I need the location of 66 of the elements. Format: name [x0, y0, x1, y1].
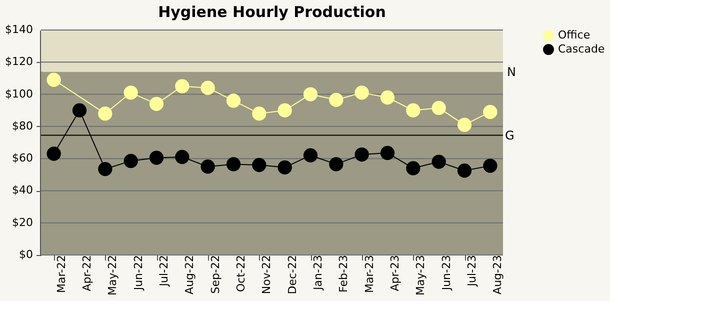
point: [149, 150, 164, 165]
x-tick-label: Jul-23: [466, 255, 478, 288]
point: [72, 103, 87, 118]
point: [252, 158, 266, 172]
x-tick-label: Mar-22: [54, 255, 68, 294]
point: [124, 86, 138, 100]
x-tick-label: Sep-22: [208, 255, 222, 294]
x-tick-label: Jan-23: [312, 255, 324, 291]
y-tick-label: $120: [5, 55, 33, 68]
x-tick-label: May-23: [414, 255, 428, 296]
point: [483, 158, 498, 173]
band-label: N: [507, 64, 516, 79]
point: [200, 80, 215, 95]
y-tick-label: $60: [12, 152, 33, 165]
point: [226, 94, 241, 108]
point: [380, 90, 395, 105]
point: [483, 104, 498, 120]
point: [98, 162, 112, 176]
x-tick-label: May-22: [106, 255, 120, 296]
point: [278, 160, 292, 174]
point: [354, 86, 369, 100]
point: [457, 164, 472, 178]
chart-title: Hygiene Hourly Production: [158, 3, 386, 21]
legend-label: Cascade: [558, 42, 605, 56]
x-tick-label: Jun-23: [440, 255, 453, 292]
point: [432, 100, 446, 116]
point: [406, 161, 420, 176]
point: [329, 92, 344, 107]
ref-line-label: G: [505, 128, 514, 142]
point: [200, 160, 215, 174]
point: [98, 106, 112, 121]
x-tick-label: Aug-23: [491, 255, 504, 294]
x-tick-label: Jun-22: [132, 255, 145, 292]
x-tick-label: Apr-23: [388, 255, 402, 292]
point: [457, 118, 472, 132]
x-tick-label: Dec-22: [286, 255, 299, 294]
y-tick-label: $0: [19, 248, 33, 261]
y-tick-label: $80: [12, 119, 33, 132]
point: [432, 154, 446, 169]
point: [149, 96, 164, 111]
point: [226, 157, 241, 172]
x-tick-label: Nov-22: [260, 255, 274, 294]
point: [303, 87, 318, 102]
point: [278, 103, 292, 118]
point: [175, 150, 190, 164]
point: [175, 79, 190, 94]
point: [124, 154, 138, 168]
point: [354, 147, 369, 162]
y-tick-label: $40: [12, 184, 33, 197]
x-tick-label: Feb-23: [337, 255, 350, 292]
y-tick-label: $100: [5, 87, 33, 100]
point: [303, 148, 318, 162]
x-tick-label: Mar-23: [362, 255, 376, 294]
point: [329, 157, 344, 172]
x-tick-label: Jul-22: [158, 255, 170, 288]
point: [46, 72, 61, 87]
x-tick-label: Aug-22: [183, 255, 196, 294]
y-tick-label: $140: [5, 23, 33, 36]
point: [252, 106, 266, 121]
point: [380, 146, 395, 160]
legend-label: Office: [558, 28, 590, 42]
y-tick-label: $20: [12, 216, 33, 229]
point: [46, 146, 61, 161]
x-tick-label: Oct-22: [234, 255, 248, 292]
point: [406, 103, 420, 118]
x-tick-label: Apr-22: [80, 255, 94, 292]
